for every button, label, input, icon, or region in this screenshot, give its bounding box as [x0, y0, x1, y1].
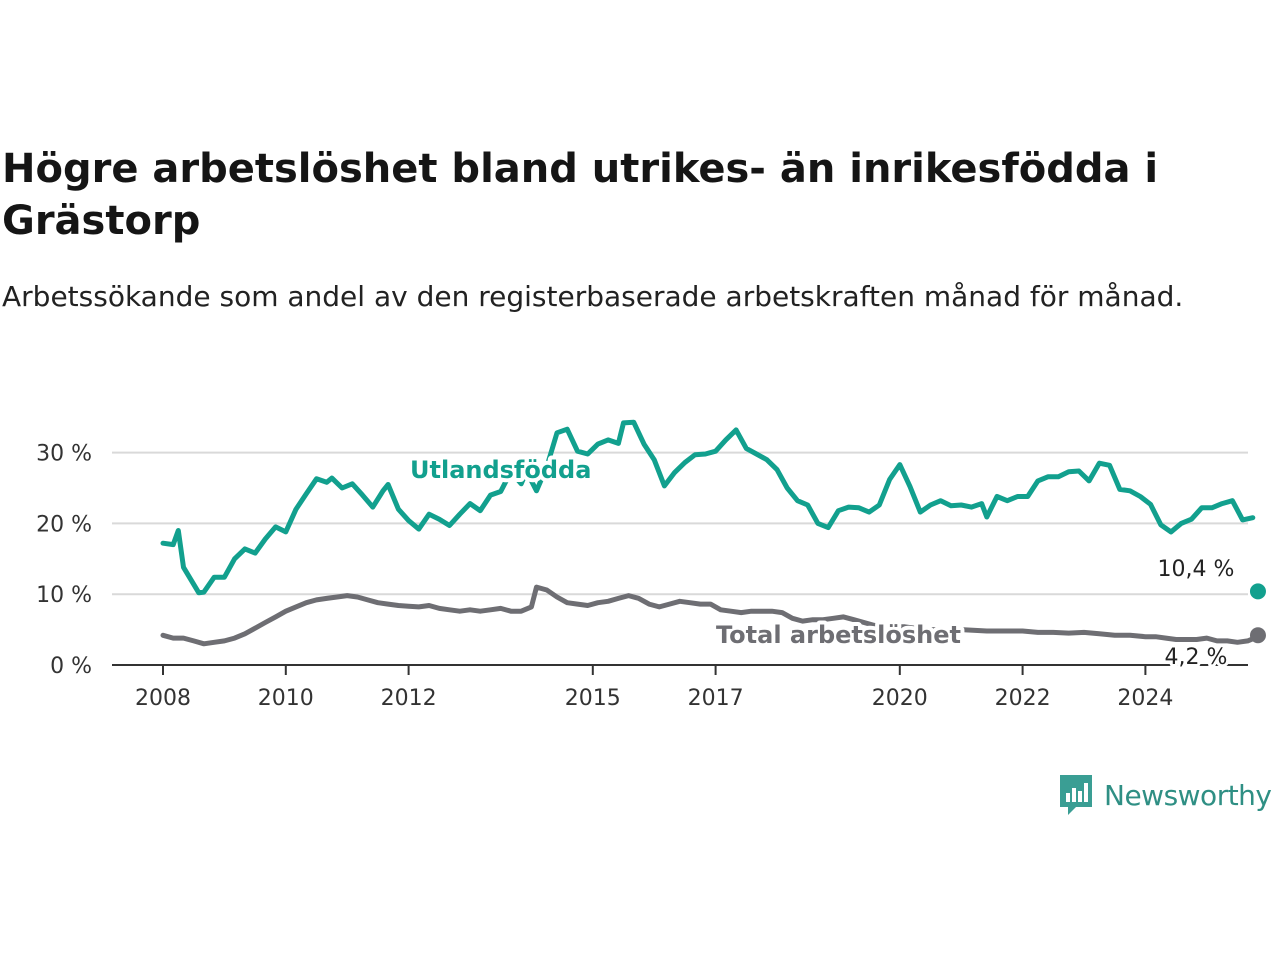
newsworthy-bar-chart-icon [1058, 773, 1094, 817]
axis-layer: 0 % 10 % 20 % 30 % 2008 2010 2012 2015 2017 2020 2… [36, 442, 1248, 711]
end-marker-total [1249, 627, 1266, 644]
x-tick-label: 2012 [381, 686, 437, 711]
series-label-utlandsfodda: Utlandsfödda [410, 456, 591, 484]
y-tick-label: 30 % [36, 442, 92, 467]
page-title: Högre arbetslöshet bland utrikes- än inr… [2, 146, 1159, 244]
y-tick-label: 20 % [36, 512, 92, 537]
x-tick-label: 2010 [258, 686, 314, 711]
series-label-total: Total arbetslöshet [716, 621, 961, 649]
logo-text: Newsworthy [1104, 778, 1272, 812]
end-marker-utlandsfodda [1249, 583, 1266, 600]
x-tick-label: 2017 [688, 686, 744, 711]
x-tick-label: 2008 [135, 686, 191, 711]
end-label-total: 4,2 % [1165, 645, 1228, 670]
x-tick-label: 2022 [995, 686, 1051, 711]
x-tick-label: 2024 [1117, 686, 1173, 711]
page-subtitle: Arbetssökande som andel av den registerb… [2, 280, 1184, 313]
y-tick-label: 10 % [36, 583, 92, 608]
series-line-utlandsfodda [160, 419, 1256, 596]
series-label-utlandsfodda-halo: Utlandsfödda [410, 456, 591, 484]
y-tick-label: 0 % [50, 654, 92, 679]
series-label-total-halo: Total arbetslöshet [716, 621, 961, 649]
series-line-total [160, 584, 1261, 647]
grid-layer [112, 451, 1248, 596]
end-label-utlandsfodda: 10,4 % [1158, 557, 1235, 582]
end-label-total-halo: 4,2 % [1165, 645, 1228, 670]
x-tick-label: 2015 [565, 686, 621, 711]
series-layer [160, 419, 1266, 647]
newsworthy-logo: Newsworthy [1058, 773, 1272, 817]
end-label-utlandsfodda-halo: 10,4 % [1158, 557, 1235, 582]
x-tick-label: 2020 [872, 686, 928, 711]
